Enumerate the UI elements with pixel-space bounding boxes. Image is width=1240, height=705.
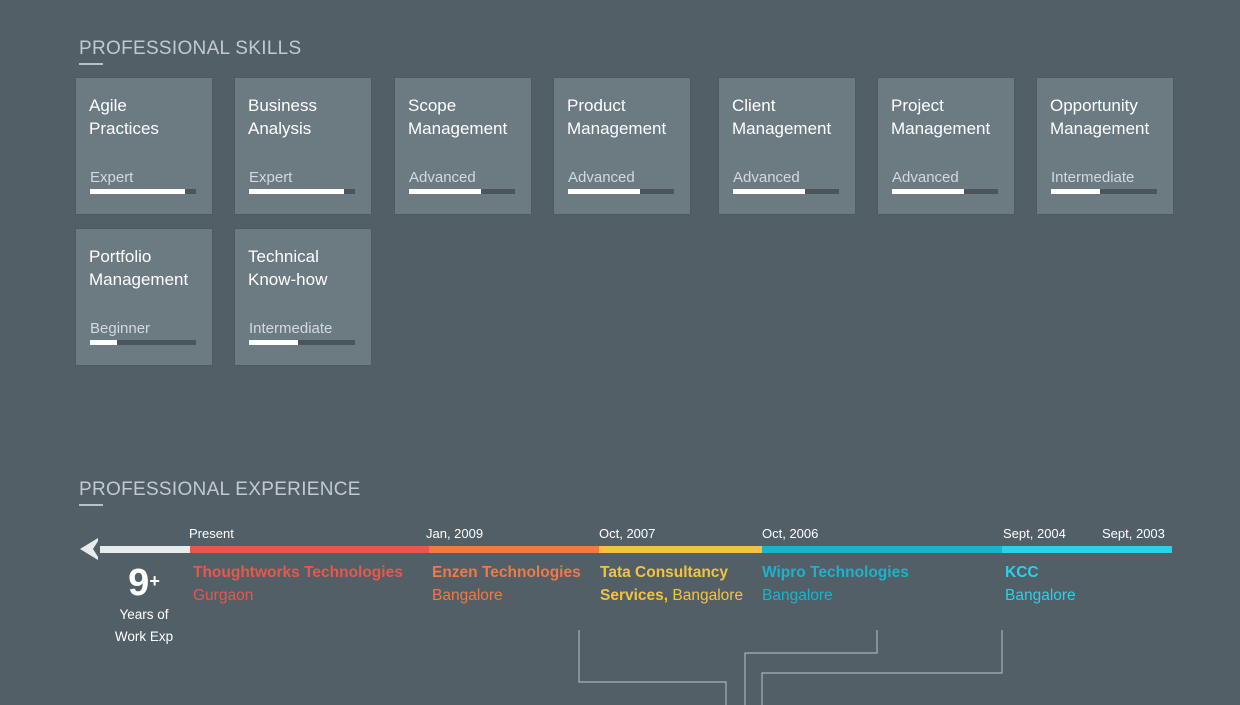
skill-level: Advanced bbox=[568, 169, 635, 186]
skill-progress-fill bbox=[90, 189, 186, 194]
skill-name: Business Analysis bbox=[248, 96, 317, 138]
skill-level: Advanced bbox=[892, 169, 959, 186]
segment-wipro bbox=[762, 546, 1002, 553]
skill-level: Expert bbox=[90, 169, 134, 186]
skill-progress-fill bbox=[733, 189, 806, 194]
company-name: Wipro Technologies bbox=[762, 564, 909, 581]
skill-level: Advanced bbox=[409, 169, 476, 186]
skill-progress-fill bbox=[1051, 189, 1100, 194]
years-number: 9+ bbox=[128, 562, 160, 604]
company-city: Bangalore bbox=[432, 586, 503, 604]
skill-progress-bar bbox=[409, 189, 515, 194]
skill-progress-bar bbox=[568, 189, 674, 194]
skill-progress-bar bbox=[892, 189, 998, 194]
skill-card: Agile Practices Expert bbox=[76, 78, 212, 214]
job-kcc: KCC Bangalore bbox=[1005, 562, 1076, 607]
years-of-experience: 9+ Years of Work Exp bbox=[108, 560, 180, 648]
skill-card: Business Analysis Expert bbox=[235, 78, 371, 214]
skill-card: Opportunity Management Intermediate bbox=[1037, 78, 1173, 214]
skill-progress-fill bbox=[892, 189, 965, 194]
skill-progress-bar bbox=[90, 340, 196, 345]
connector-line bbox=[744, 630, 878, 705]
company-city: Bangalore bbox=[1005, 586, 1076, 604]
skill-card: Client Management Advanced bbox=[719, 78, 855, 214]
date-label: Sept, 2003 bbox=[1102, 526, 1165, 541]
years-plus: + bbox=[149, 571, 160, 591]
company-name: Thoughtworks Technologies bbox=[193, 564, 403, 581]
company-city: Bangalore bbox=[762, 586, 833, 604]
company-name-cont: Services, bbox=[600, 586, 669, 604]
skill-progress-fill bbox=[90, 340, 117, 345]
segment-kcc bbox=[1002, 546, 1172, 553]
skill-progress-bar bbox=[1051, 189, 1157, 194]
skills-section-title: PROFESSIONAL SKILLS bbox=[79, 38, 302, 65]
segment-thoughtworks bbox=[190, 546, 429, 553]
connector-line bbox=[761, 630, 1003, 705]
connector-line bbox=[578, 630, 727, 705]
skill-card: Scope Management Advanced bbox=[395, 78, 531, 214]
skill-name: Agile Practices bbox=[89, 96, 159, 138]
skill-progress-fill bbox=[409, 189, 482, 194]
title-underline bbox=[79, 504, 103, 506]
company-name: KCC bbox=[1005, 564, 1039, 581]
skill-name: Scope Management bbox=[408, 96, 508, 138]
company-city: Bangalore bbox=[672, 586, 744, 604]
years-caption-line2: Work Exp bbox=[114, 629, 174, 644]
skill-name: Technical Know-how bbox=[248, 247, 328, 289]
job-tcs: Tata Consultancy Services, Bangalore bbox=[600, 562, 743, 607]
skill-level: Intermediate bbox=[249, 320, 333, 337]
skill-level: Intermediate bbox=[1051, 169, 1135, 186]
skill-progress-bar bbox=[733, 189, 839, 194]
skill-level: Advanced bbox=[733, 169, 800, 186]
job-wipro: Wipro Technologies Bangalore bbox=[762, 562, 909, 607]
timeline-arrow-shaft bbox=[92, 546, 190, 553]
job-enzen: Enzen Technologies Bangalore bbox=[432, 562, 581, 607]
experience-section-title: PROFESSIONAL EXPERIENCE bbox=[79, 479, 361, 506]
company-city: Gurgaon bbox=[193, 586, 254, 604]
skill-progress-fill bbox=[568, 189, 641, 194]
skill-level: Expert bbox=[249, 169, 293, 186]
skill-card: Project Management Advanced bbox=[878, 78, 1014, 214]
skill-name: Portfolio Management bbox=[89, 247, 189, 289]
skill-progress-bar bbox=[249, 340, 355, 345]
years-caption-line1: Years of bbox=[119, 607, 169, 622]
skill-card: Product Management Advanced bbox=[554, 78, 690, 214]
date-label: Oct, 2006 bbox=[762, 526, 819, 541]
company-name: Enzen Technologies bbox=[432, 564, 581, 581]
skill-card: Technical Know-how Intermediate bbox=[235, 229, 371, 365]
date-label: Jan, 2009 bbox=[426, 526, 484, 541]
date-label: Oct, 2007 bbox=[599, 526, 656, 541]
skill-name: Product Management bbox=[567, 96, 667, 138]
skill-progress-bar bbox=[249, 189, 355, 194]
skill-name: Project Management bbox=[891, 96, 991, 138]
skill-name: Opportunity Management bbox=[1050, 96, 1150, 138]
company-name: Tata Consultancy bbox=[600, 564, 729, 581]
skill-card: Portfolio Management Beginner bbox=[76, 229, 212, 365]
arrow-notch bbox=[93, 538, 100, 560]
date-label: Sept, 2004 bbox=[1003, 526, 1066, 541]
skill-progress-fill bbox=[249, 189, 345, 194]
skill-name: Client Management bbox=[732, 96, 832, 138]
skill-progress-fill bbox=[249, 340, 298, 345]
job-thoughtworks: Thoughtworks Technologies Gurgaon bbox=[193, 562, 403, 607]
date-label: Present bbox=[189, 526, 234, 541]
segment-enzen bbox=[429, 546, 599, 553]
title-underline bbox=[79, 63, 103, 65]
skill-progress-bar bbox=[90, 189, 196, 194]
skill-level: Beginner bbox=[90, 320, 151, 337]
segment-tcs bbox=[599, 546, 762, 553]
